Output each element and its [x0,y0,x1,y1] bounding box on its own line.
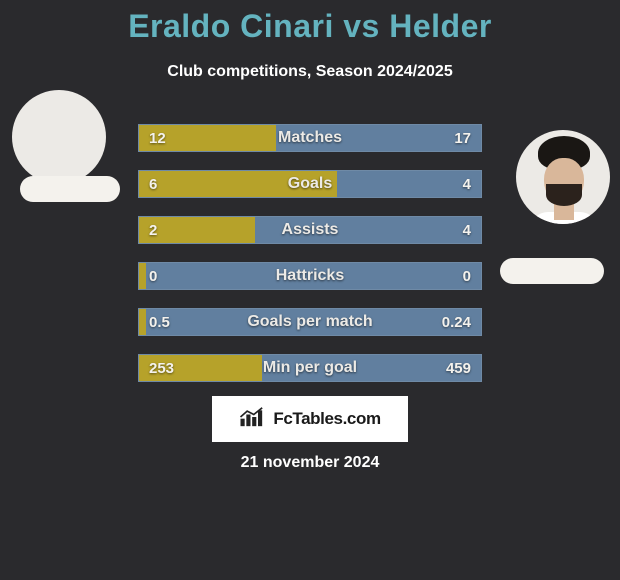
stat-row: 253459Min per goal [138,354,482,382]
subtitle: Club competitions, Season 2024/2025 [0,63,620,81]
page-title: Eraldo Cinari vs Helder [0,0,620,45]
stat-value-right: 4 [453,217,481,243]
stat-value-left: 6 [139,171,167,197]
player-left-avatar [12,90,106,184]
stat-value-right: 459 [436,355,481,381]
player-right-avatar [516,130,610,224]
date-line: 21 november 2024 [0,454,620,472]
stat-value-left: 12 [139,125,176,151]
chart-icon [239,407,267,432]
stat-value-right: 4 [453,171,481,197]
stat-row: 64Goals [138,170,482,198]
stat-bar-right [146,263,481,289]
stat-bar-right [146,309,481,335]
stat-row: 1217Matches [138,124,482,152]
stat-value-left: 253 [139,355,184,381]
stat-value-left: 0.5 [139,309,180,335]
stat-value-right: 0.24 [432,309,481,335]
brand-badge[interactable]: FcTables.com [212,396,408,442]
stat-value-left: 2 [139,217,167,243]
stat-bar-right [255,217,481,243]
stat-row: 00Hattricks [138,262,482,290]
player-left-name-chip [20,176,120,202]
comparison-card: Eraldo Cinari vs Helder Club competition… [0,0,620,580]
stat-value-right: 0 [453,263,481,289]
stat-row: 24Assists [138,216,482,244]
brand-text: FcTables.com [273,409,380,429]
stat-value-left: 0 [139,263,167,289]
stat-row: 0.50.24Goals per match [138,308,482,336]
stat-value-right: 17 [444,125,481,151]
stat-bar-left [139,171,337,197]
player-right-name-chip [500,258,604,284]
stat-bars: 1217Matches64Goals24Assists00Hattricks0.… [138,124,482,400]
